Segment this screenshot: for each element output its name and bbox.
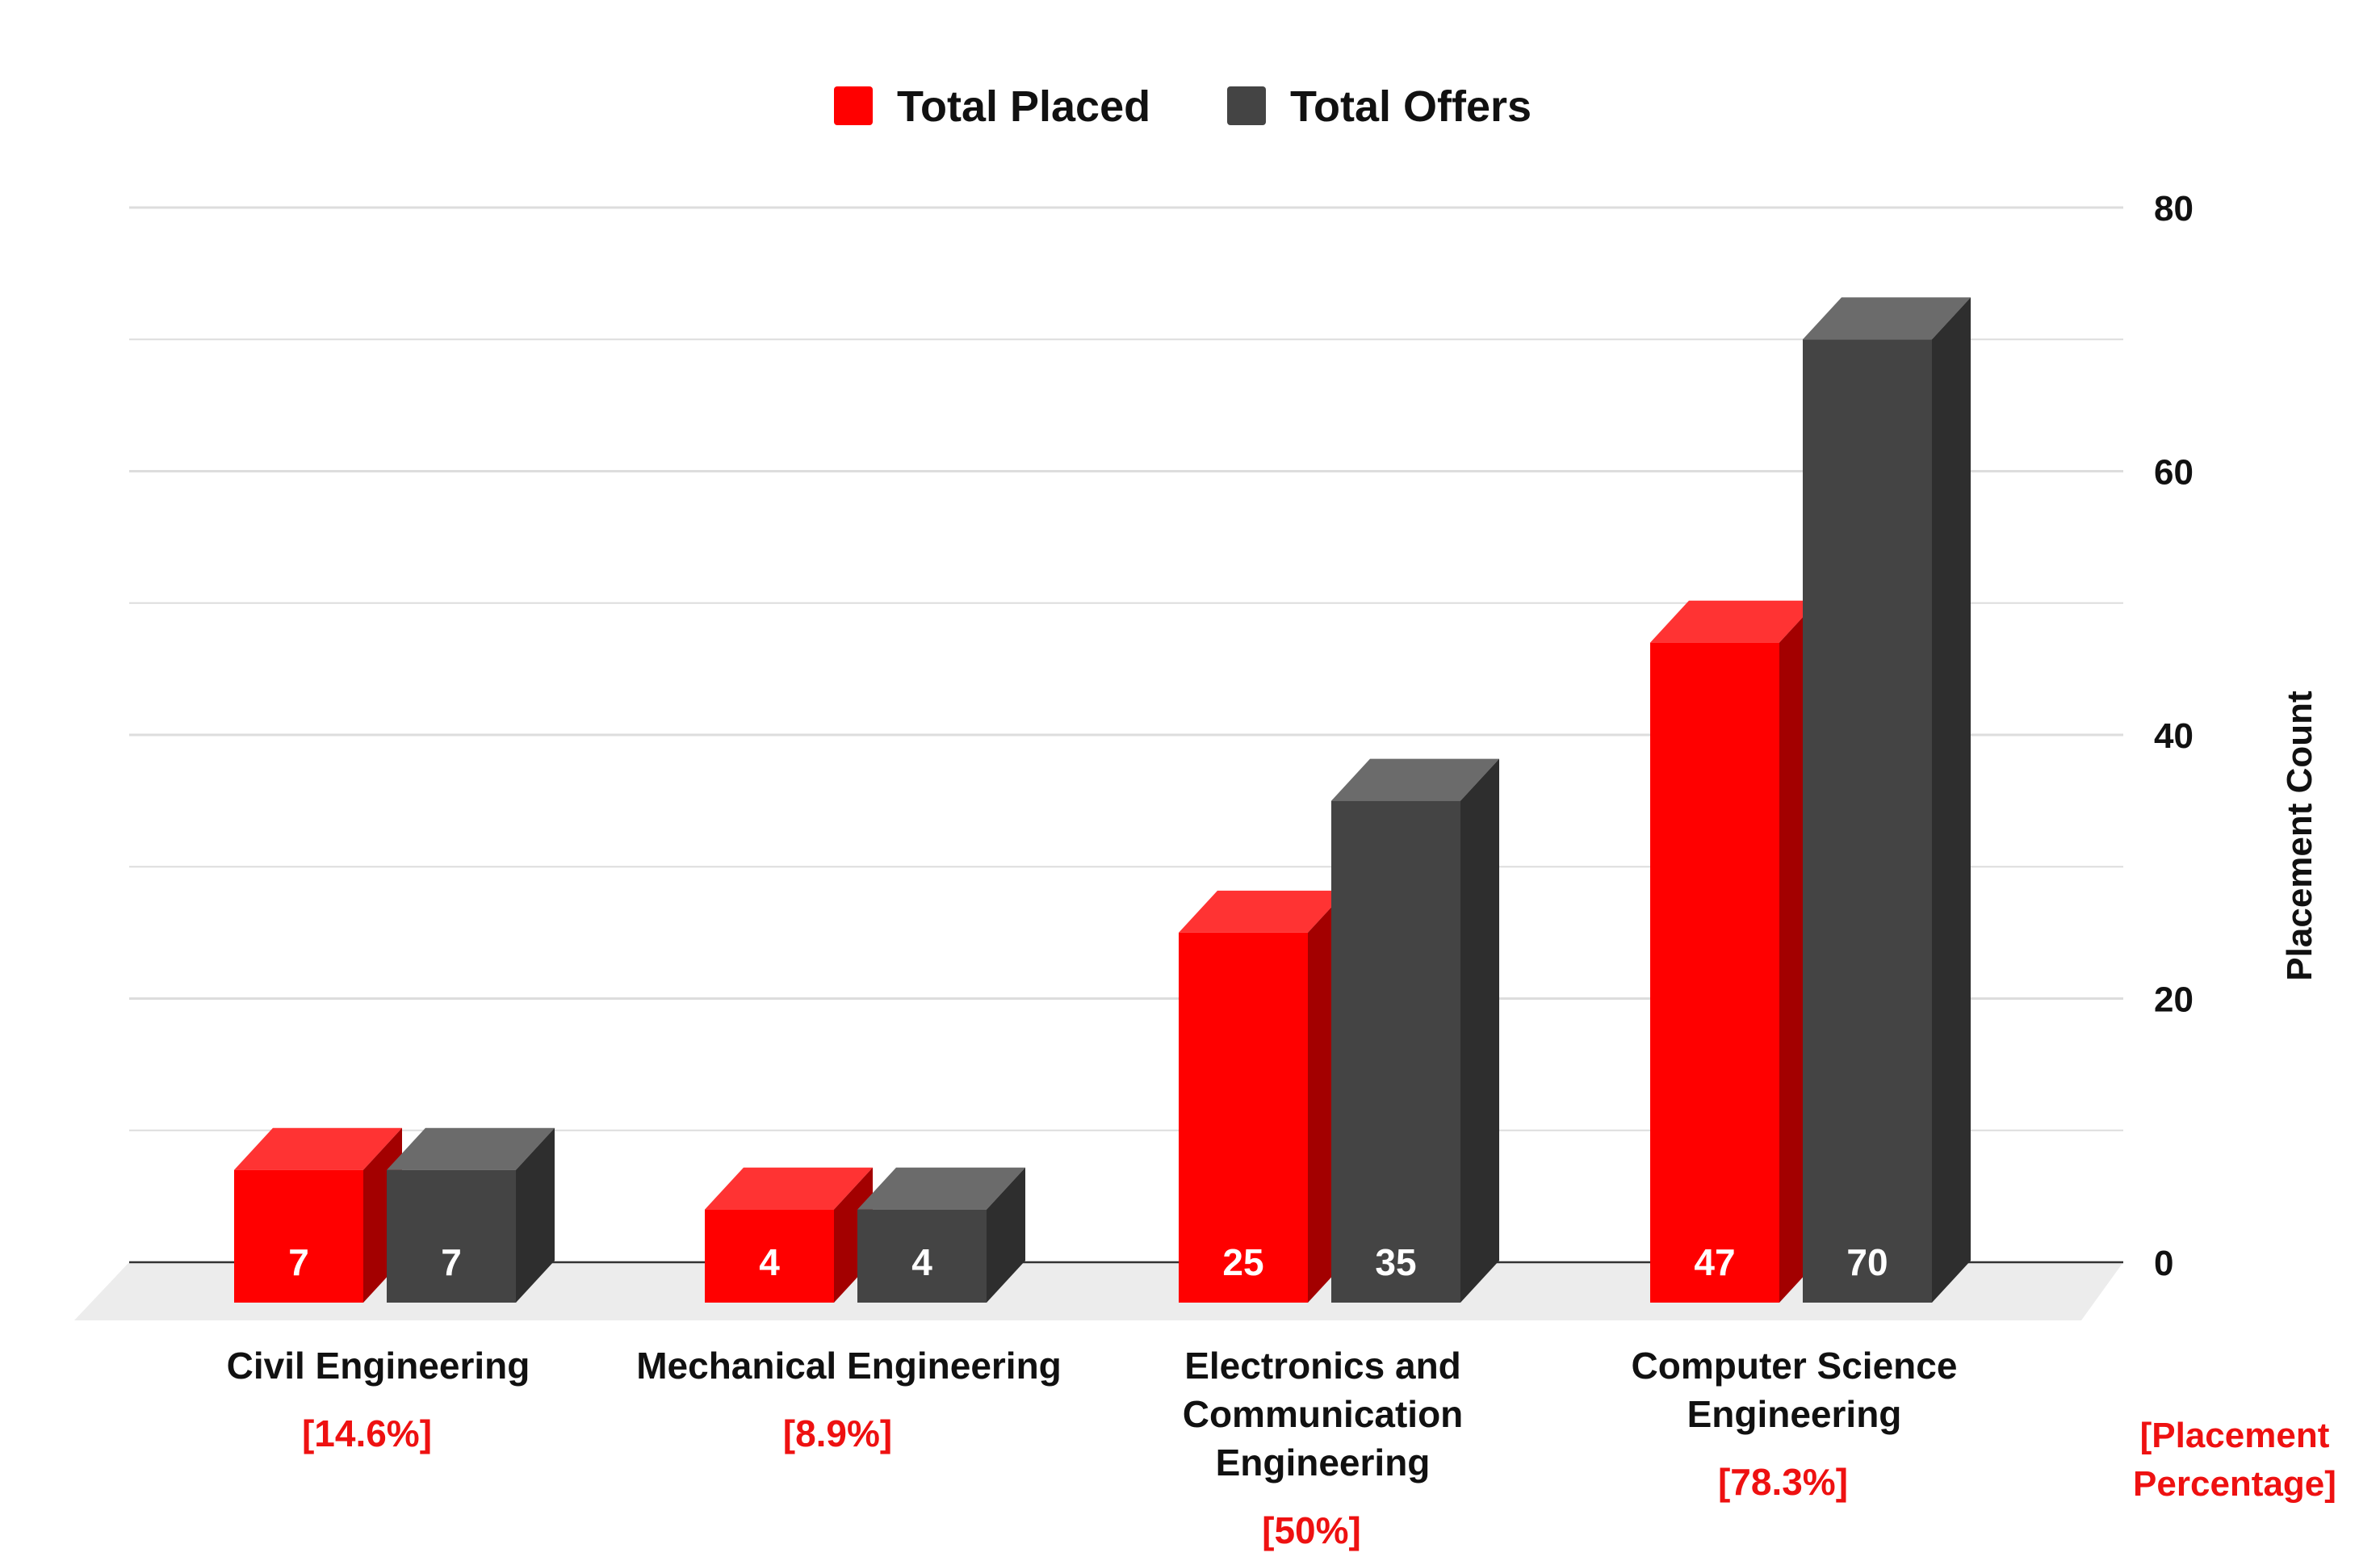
bar-total-placed: 25 <box>1179 890 1347 1303</box>
bar-front-face <box>1331 800 1460 1303</box>
bar-side-face <box>516 1127 555 1303</box>
bar-top-face <box>1331 758 1499 801</box>
category-label: Electronics and <box>1184 1345 1461 1387</box>
bar-front-face <box>234 1169 363 1303</box>
percent-label: [50%] <box>1262 1509 1361 1551</box>
bar-front-face <box>387 1169 516 1303</box>
bar-front-face <box>1650 642 1779 1303</box>
chart-floor-layer <box>74 1262 2123 1320</box>
bar-top-face <box>234 1127 402 1170</box>
bar-top-face <box>857 1167 1025 1210</box>
category-label: Engineering <box>1687 1393 1902 1435</box>
bar-value-label: 7 <box>441 1241 462 1283</box>
bar-value-label: 47 <box>1694 1241 1735 1283</box>
bar-value-label: 4 <box>911 1241 932 1283</box>
bar-total-placed: 4 <box>705 1167 873 1303</box>
bar-total-offers: 4 <box>857 1167 1025 1303</box>
y-tick-label: 40 <box>2154 716 2194 756</box>
bar-front-face <box>857 1209 987 1303</box>
legend-label-total-placed: Total Placed <box>897 82 1150 131</box>
y-axis-ticks: 0 20 40 60 80 <box>2154 189 2194 1283</box>
bar-front-face <box>705 1209 834 1303</box>
bar-value-label: 35 <box>1375 1241 1416 1283</box>
bar-total-offers: 35 <box>1331 758 1499 1303</box>
category-label: Mechanical Engineering <box>636 1345 1062 1387</box>
bar-top-face <box>1179 890 1347 933</box>
bar-value-label: 7 <box>288 1241 309 1283</box>
bar-value-label: 25 <box>1222 1241 1263 1283</box>
y-tick-label: 80 <box>2154 189 2194 229</box>
y-tick-label: 0 <box>2154 1244 2173 1283</box>
legend-swatch-total-placed <box>834 86 873 125</box>
bar-front-face <box>1803 339 1932 1303</box>
y-tick-label: 20 <box>2154 980 2194 1020</box>
bar-top-face <box>1803 297 1971 340</box>
bar-total-offers: 70 <box>1803 297 1971 1303</box>
bar-front-face <box>1179 932 1308 1303</box>
bar-total-offers: 7 <box>387 1127 555 1303</box>
bar-side-face <box>987 1167 1025 1303</box>
bar-side-face <box>1460 758 1499 1303</box>
bars: 7 7 4 4 25 35 47 70 <box>234 297 1971 1303</box>
bar-value-label: 70 <box>1846 1241 1888 1283</box>
percent-label: [14.6%] <box>302 1412 432 1454</box>
percent-axis-label-line-2: Percentage] <box>2133 1464 2336 1504</box>
bar-side-face <box>1932 297 1971 1303</box>
bar-top-face <box>705 1167 873 1210</box>
legend: Total Placed Total Offers <box>834 82 1531 131</box>
percent-axis-label: [Placement Percentage] <box>2133 1416 2336 1504</box>
bar-total-placed: 47 <box>1650 600 1818 1303</box>
bar-top-face <box>387 1127 555 1170</box>
chart-floor <box>74 1262 2123 1320</box>
bar-total-placed: 7 <box>234 1127 402 1303</box>
percent-axis-label-line-1: [Placement <box>2140 1416 2330 1455</box>
category-label: Engineering <box>1216 1442 1431 1484</box>
category-label: Civil Engineering <box>227 1345 530 1387</box>
bar-value-label: 4 <box>759 1241 780 1283</box>
category-labels: Civil Engineering [14.6%] Mechanical Engin… <box>227 1345 1958 1551</box>
legend-label-total-offers: Total Offers <box>1290 82 1531 131</box>
category-label: Communication <box>1183 1393 1464 1435</box>
y-tick-label: 60 <box>2154 453 2194 493</box>
bar-top-face <box>1650 600 1818 643</box>
category-label: Computer Science <box>1632 1345 1958 1387</box>
percent-label: [78.3%] <box>1718 1461 1848 1503</box>
percent-label: [8.9%] <box>783 1412 892 1454</box>
y-axis-title: Placement Count <box>2280 690 2319 981</box>
legend-swatch-total-offers <box>1227 86 1266 125</box>
